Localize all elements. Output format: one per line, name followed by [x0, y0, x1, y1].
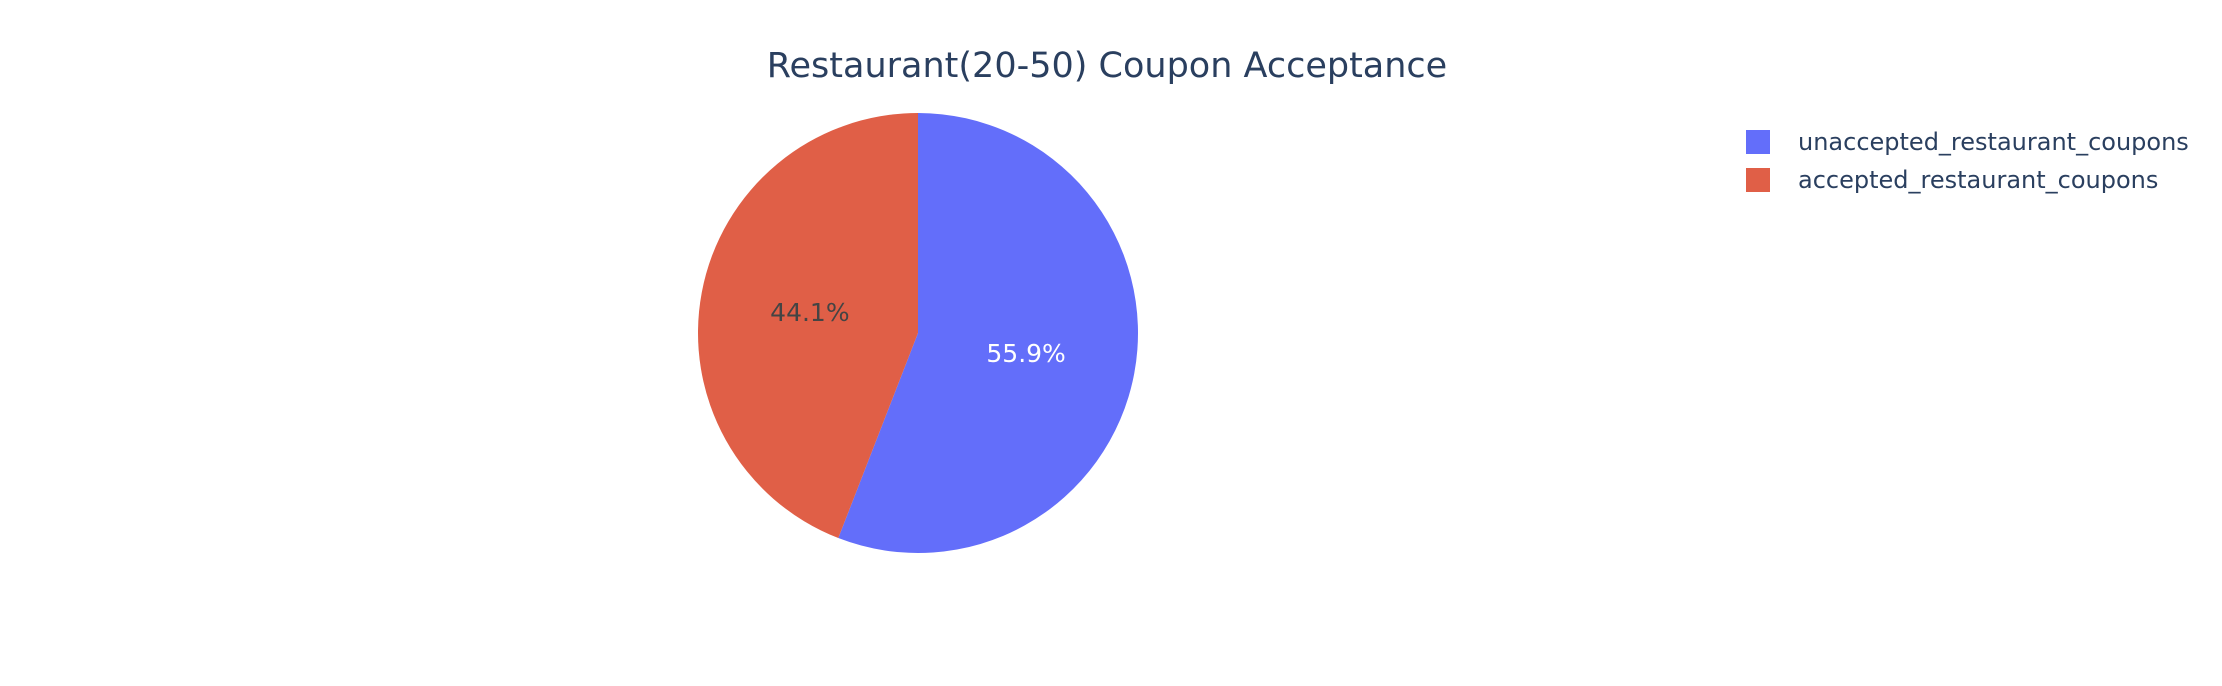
pie-plot: 55.9% 44.1%	[697, 113, 1138, 554]
legend-label: accepted_restaurant_coupons	[1798, 166, 2158, 194]
legend-swatch	[1746, 168, 1770, 192]
slice-label-unaccepted-restaurant-coupons: 55.9%	[986, 339, 1065, 368]
legend: unaccepted_restaurant_coupons accepted_re…	[1746, 128, 2189, 194]
pie-slice-unaccepted-restaurant-coupons[interactable]	[838, 113, 1138, 554]
legend-item-unaccepted-restaurant-coupons[interactable]: unaccepted_restaurant_coupons	[1746, 128, 2189, 156]
pie-slice-accepted-restaurant-coupons[interactable]	[697, 113, 918, 539]
legend-label: unaccepted_restaurant_coupons	[1798, 128, 2189, 156]
legend-item-accepted-restaurant-coupons[interactable]: accepted_restaurant_coupons	[1746, 166, 2158, 194]
slice-label-accepted-restaurant-coupons: 44.1%	[770, 298, 849, 327]
legend-swatch	[1746, 130, 1770, 154]
chart-title: Restaurant(20-50) Coupon Acceptance	[767, 46, 1447, 86]
